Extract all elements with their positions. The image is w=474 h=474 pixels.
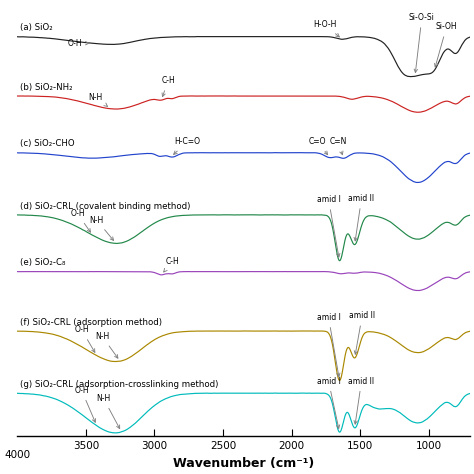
Text: H-C=O: H-C=O xyxy=(173,137,201,155)
Text: (e) SiO₂-C₈: (e) SiO₂-C₈ xyxy=(20,258,65,267)
Text: O-H: O-H xyxy=(70,210,91,232)
Text: (a) SiO₂: (a) SiO₂ xyxy=(20,23,53,32)
Text: Si-OH: Si-OH xyxy=(435,22,457,67)
Text: amid II: amid II xyxy=(348,377,374,424)
Text: amid II: amid II xyxy=(349,311,375,354)
Text: (d) SiO₂-CRL (covalent binding method): (d) SiO₂-CRL (covalent binding method) xyxy=(20,201,191,210)
Text: N-H: N-H xyxy=(95,332,118,358)
Text: (c) SiO₂-CHO: (c) SiO₂-CHO xyxy=(20,139,74,148)
Text: C=N: C=N xyxy=(329,137,347,155)
Text: H-O-H: H-O-H xyxy=(313,20,339,37)
Text: C=O: C=O xyxy=(309,137,328,155)
Text: N-H: N-H xyxy=(90,216,114,240)
Text: O-H: O-H xyxy=(67,38,89,47)
Text: N-H: N-H xyxy=(97,394,119,428)
Text: C-H: C-H xyxy=(164,257,179,272)
Text: amid I: amid I xyxy=(317,195,340,257)
Text: (b) SiO₂-NH₂: (b) SiO₂-NH₂ xyxy=(20,82,73,91)
Text: amid I: amid I xyxy=(317,313,340,377)
Text: O-H: O-H xyxy=(74,326,95,352)
X-axis label: Wavenumber (cm⁻¹): Wavenumber (cm⁻¹) xyxy=(173,457,314,470)
Text: O-H: O-H xyxy=(74,386,95,422)
Text: amid I: amid I xyxy=(317,377,340,428)
Text: (g) SiO₂-CRL (adsorption-crosslinking method): (g) SiO₂-CRL (adsorption-crosslinking me… xyxy=(20,380,219,389)
Text: N-H: N-H xyxy=(88,92,108,107)
Text: (f) SiO₂-CRL (adsorption method): (f) SiO₂-CRL (adsorption method) xyxy=(20,318,162,327)
Text: 4000: 4000 xyxy=(4,450,30,460)
Text: C-H: C-H xyxy=(161,76,175,97)
Text: amid II: amid II xyxy=(348,194,374,241)
Text: Si-O-Si: Si-O-Si xyxy=(409,13,435,73)
